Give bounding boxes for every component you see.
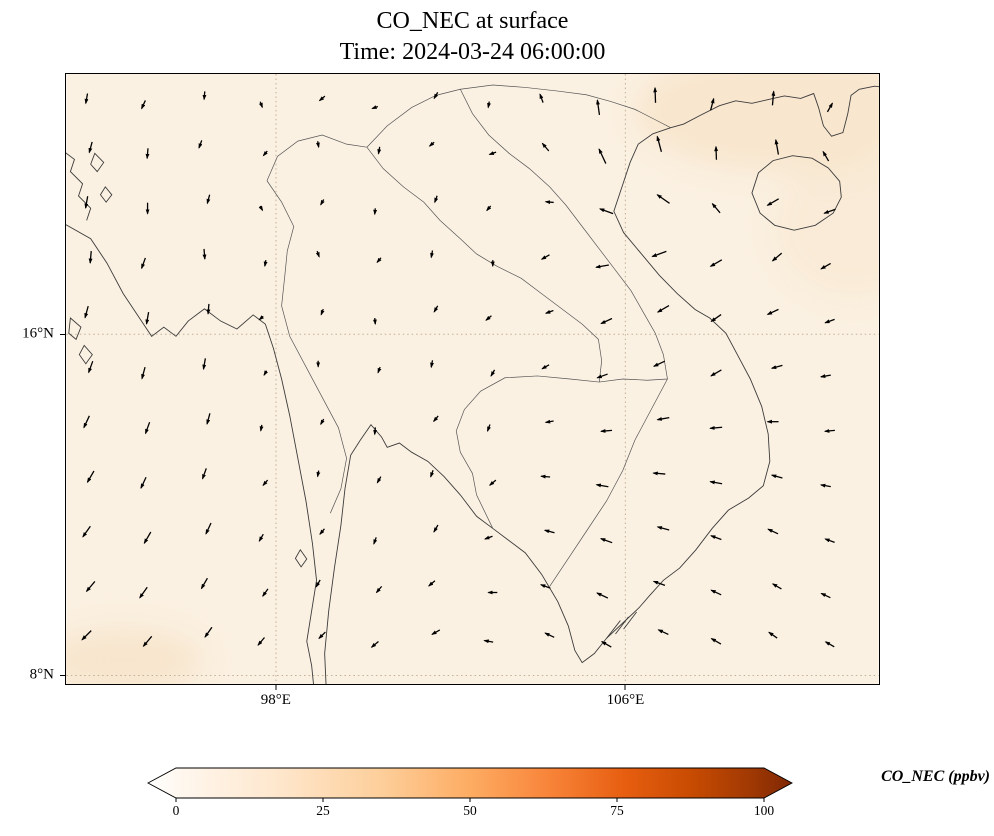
- colorbar: 0 25 50 75 100: [147, 767, 793, 818]
- wind-vector-arrows: [81, 86, 836, 648]
- colorbar-gradient-bar: [147, 767, 793, 799]
- country-borders: [267, 85, 671, 586]
- mekong-delta-channels: [607, 612, 637, 638]
- plot-title-line2: Time: 2024-03-24 06:00:00: [339, 38, 606, 65]
- plot-title-line1: CO_NEC at surface: [376, 8, 569, 34]
- hainan-island: [752, 156, 841, 230]
- colorbar-tick-label: 100: [753, 803, 775, 818]
- coastlines: [66, 86, 879, 684]
- x-tick-mark: [275, 684, 277, 690]
- plot-title: CO_NEC at surface Time: 2024-03-24 06:00…: [65, 6, 880, 67]
- y-tick-label: 8°N: [29, 666, 54, 683]
- colorbar-tick-label: 0: [172, 803, 180, 818]
- co-field-tint-patches: [66, 74, 879, 684]
- co-field-background: [66, 74, 879, 684]
- colorbar-tick-mark: [763, 798, 765, 802]
- map-svg: [66, 74, 879, 684]
- x-tick-label: 106°E: [606, 692, 645, 708]
- y-tick-mark: [60, 675, 66, 677]
- colorbar-tick-mark: [616, 798, 618, 802]
- colorbar-svg: [147, 767, 793, 799]
- colorbar-tick-mark: [175, 798, 177, 802]
- colorbar-label: CO_NEC (ppbv): [881, 768, 990, 785]
- x-tick-label: 98°E: [260, 692, 291, 708]
- colorbar-tick-label: 25: [316, 803, 330, 818]
- colorbar-tick-label: 75: [610, 803, 624, 818]
- x-axis: 98°E 106°E: [66, 684, 879, 718]
- colorbar-tick-mark: [469, 798, 471, 802]
- y-axis: 16°N 8°N: [2, 74, 66, 684]
- map-plot-area: 16°N 8°N 98°E 106°E: [22, 73, 880, 708]
- colorbar-tick-label: 50: [463, 803, 477, 818]
- x-tick-mark: [624, 684, 626, 690]
- y-tick-mark: [60, 334, 66, 336]
- y-tick-label: 16°N: [22, 325, 54, 342]
- colorbar-tick-mark: [322, 798, 324, 802]
